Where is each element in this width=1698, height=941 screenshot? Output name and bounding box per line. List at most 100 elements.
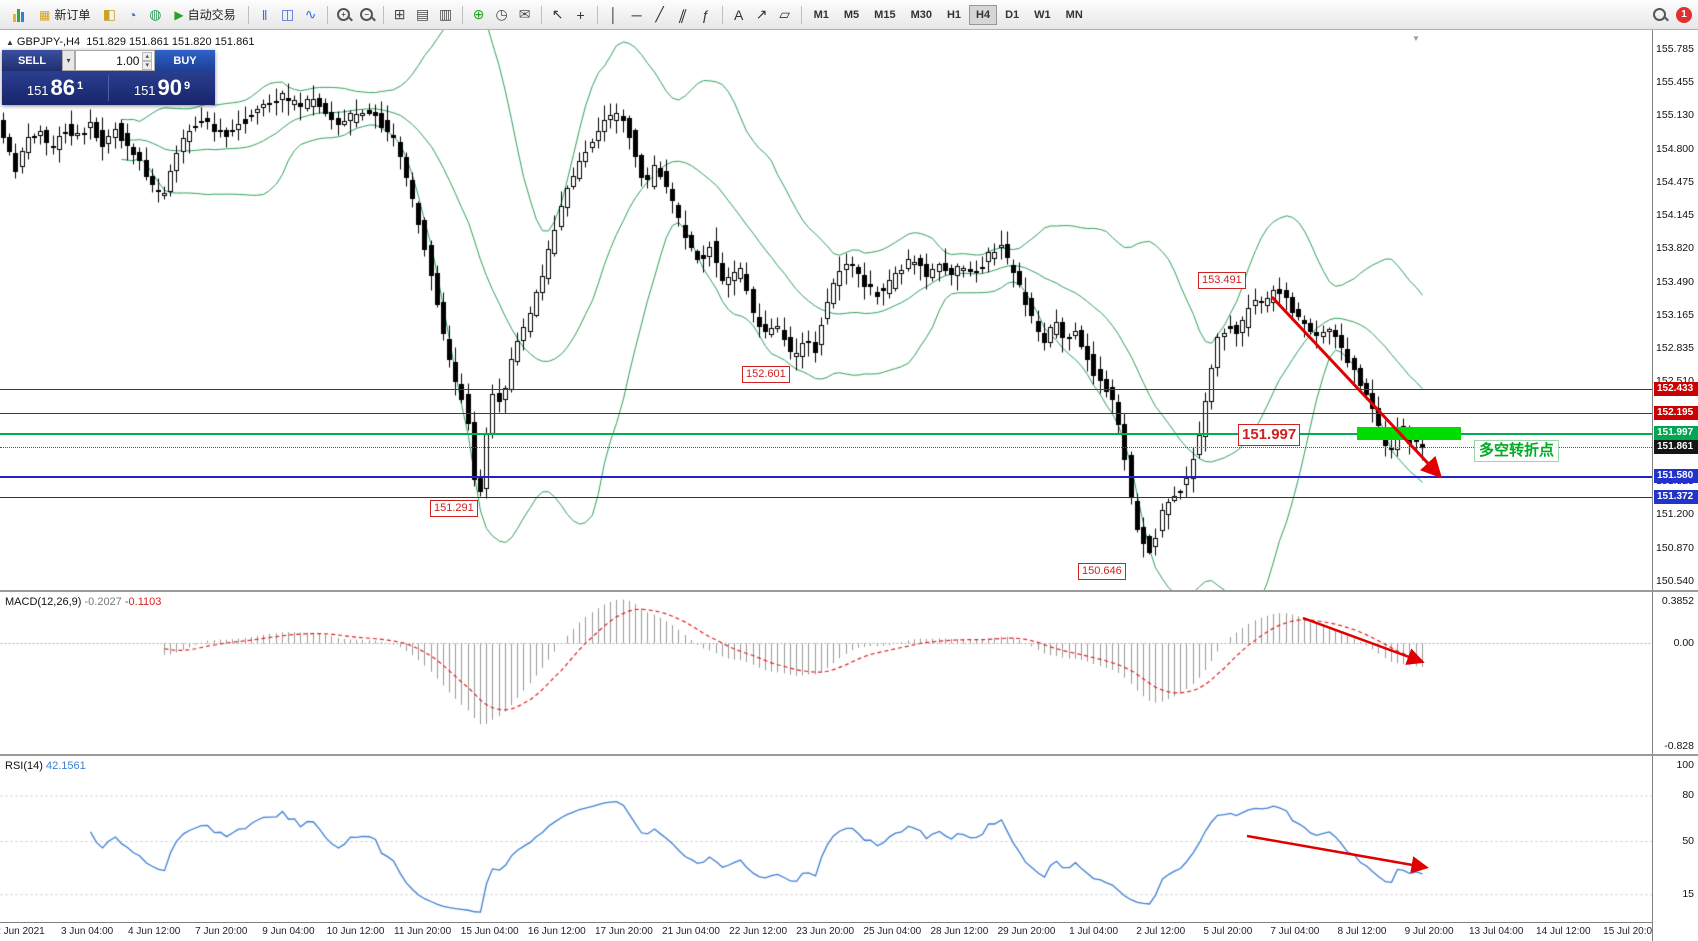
time-axis-label: 7 Jun 20:00	[195, 926, 248, 937]
timeframe-m1-button[interactable]: M1	[813, 8, 829, 21]
toolbar-separator	[382, 5, 384, 24]
vertical-line-icon[interactable]: │	[609, 6, 618, 23]
timeframe-d1-button[interactable]: D1	[1005, 8, 1020, 21]
horizontal-line-icon[interactable]: ─	[631, 6, 642, 23]
arrows-tool-icon[interactable]: ↗	[755, 6, 768, 22]
fibonacci-icon[interactable]: ƒ	[701, 6, 710, 23]
turning-point-zone[interactable]	[1357, 427, 1461, 440]
timeframe-group: M1 M5 M15 M30 H1 H4 D1 W1 MN	[807, 4, 1090, 25]
timeframe-m5-button[interactable]: M5	[843, 8, 860, 21]
trade-options-dropdown[interactable]: ▾	[62, 50, 75, 71]
hline-151.580[interactable]	[0, 476, 1652, 478]
profiles-icon[interactable]: ◧	[102, 6, 116, 22]
time-axis[interactable]: 2 Jun 2021 3 Jun 04:00 4 Jun 12:00 7 Jun 20…	[0, 922, 1658, 941]
toolbar: ▦ 新订单 ◧ ◔ ◍ ▶ 自动交易 ‖ ◫ ∿ + − ⊞ ▤ ▥ ⊕ ◷ ✉ ↖ + │ ─ ╱ ∥ ƒ A ↗ ▱ M1 M5 M1…	[0, 0, 1698, 30]
volume-increase-button[interactable]: ▴	[142, 51, 152, 61]
navigator-icon[interactable]: ◍	[149, 6, 162, 22]
timeframe-h4-button[interactable]: H4	[969, 4, 998, 25]
indicators-icon[interactable]: ⊕	[472, 6, 485, 22]
candlestick-chart-icon[interactable]: ◫	[280, 6, 295, 22]
buy-price[interactable]: 151 90 9	[109, 75, 215, 101]
sell-price-pips: 86	[50, 75, 76, 100]
timeframe-m30-button[interactable]: M30	[910, 8, 932, 21]
new-order-button[interactable]: ▦ 新订单	[32, 3, 97, 26]
time-axis-label: 21 Jun 04:00	[662, 926, 720, 937]
symbol-ohlc: 151.829 151.861 151.820 151.861	[86, 36, 255, 48]
arrange-windows-icon[interactable]: ▥	[438, 6, 453, 22]
macd-scale-label: -0.828	[1664, 740, 1694, 752]
macd-value-main: -0.2027	[84, 596, 122, 608]
shapes-icon[interactable]: ▱	[779, 6, 790, 22]
toolbar-separator	[540, 5, 542, 24]
toolbar-right-group: 1	[1648, 4, 1692, 26]
auto-trading-button-label: 自动交易	[187, 8, 236, 22]
bar-chart-icon[interactable]: ‖	[261, 6, 268, 23]
hline-152.195[interactable]	[0, 413, 1652, 414]
panel-separator[interactable]	[0, 754, 1698, 756]
notifications-icon[interactable]: 1	[1676, 6, 1692, 23]
one-click-trading-panel: SELL ▾ 1.00 ▴ ▾ BUY 151 86 1	[2, 50, 215, 105]
sell-price[interactable]: 151 86 1	[2, 75, 108, 101]
price-axis[interactable]: 155.785 155.455 155.130 154.800 154.475 154.1…	[1652, 30, 1698, 941]
zoom-out-icon[interactable]: −	[356, 4, 378, 26]
toolbar-separator	[326, 5, 328, 24]
zoom-in-icon[interactable]: +	[333, 4, 355, 26]
price-axis-label: 153.490	[1656, 275, 1694, 288]
volume-stepper: ▴ ▾	[142, 51, 152, 70]
hline-151.372[interactable]	[0, 497, 1652, 498]
market-watch-icon[interactable]: ◔	[128, 6, 137, 23]
timeframe-w1-button[interactable]: W1	[1034, 8, 1051, 21]
timeframe-h1-button[interactable]: H1	[946, 8, 962, 21]
price-axis-label: 150.870	[1656, 541, 1694, 554]
hline-151.997[interactable]	[0, 433, 1652, 435]
cascade-windows-icon[interactable]: ▤	[415, 6, 430, 22]
price-tag-151.997: 151.997	[1654, 426, 1698, 440]
panel-separator[interactable]	[0, 590, 1698, 592]
sell-button[interactable]: SELL	[2, 50, 62, 71]
volume-value: 1.00	[116, 53, 140, 68]
rsi-indicator-panel[interactable]: RSI(14) 42.1561	[0, 757, 1652, 922]
buy-button[interactable]: BUY	[155, 50, 215, 71]
search-icon[interactable]	[1648, 4, 1670, 26]
new-order-icon: ▦	[39, 7, 51, 22]
toolbar-separator	[721, 5, 723, 24]
price-axis-label: 154.145	[1656, 209, 1694, 222]
price-annotation-153.491[interactable]: 153.491	[1198, 272, 1246, 289]
candlestick-canvas[interactable]	[0, 30, 1652, 590]
rsi-value: 42.1561	[45, 760, 86, 772]
periods-icon[interactable]: ◷	[495, 6, 508, 22]
symbol-info: ▲ GBPJPY-,H4 151.829 151.861 151.820 151.…	[6, 36, 254, 48]
rsi-canvas[interactable]	[0, 757, 1652, 922]
trendline-icon[interactable]: ╱	[655, 6, 664, 22]
templates-icon[interactable]: ✉	[518, 6, 531, 22]
volume-decrease-button[interactable]: ▾	[142, 60, 152, 70]
chart-shift-marker[interactable]: ▼	[1412, 34, 1420, 43]
crosshair-icon[interactable]: +	[576, 6, 585, 23]
cursor-icon[interactable]: ↖	[551, 6, 564, 22]
line-chart-icon[interactable]: ∿	[304, 6, 317, 22]
price-axis-label: 150.540	[1656, 575, 1694, 587]
macd-canvas[interactable]	[0, 593, 1652, 754]
hline-151.861[interactable]	[0, 447, 1652, 448]
price-annotation-150.646[interactable]: 150.646	[1078, 563, 1126, 580]
timeframe-mn-button[interactable]: MN	[1065, 8, 1083, 21]
timeframe-m15-button[interactable]: M15	[874, 8, 896, 21]
text-icon[interactable]: A	[733, 6, 744, 23]
price-annotation-151.997[interactable]: 151.997	[1238, 424, 1301, 446]
macd-indicator-panel[interactable]: MACD(12,26,9) -0.2027 -0.1103	[0, 593, 1652, 754]
price-annotation-151.291[interactable]: 151.291	[430, 500, 478, 517]
hline-152.433[interactable]	[0, 389, 1652, 390]
price-axis-label: 151.200	[1656, 508, 1694, 521]
sell-price-point: 1	[77, 80, 84, 92]
price-chart-panel[interactable]: ▲ GBPJPY-,H4 151.829 151.861 151.820 151.…	[0, 30, 1652, 590]
tile-windows-icon[interactable]: ⊞	[393, 6, 406, 22]
volume-input[interactable]: 1.00 ▴ ▾	[75, 50, 155, 71]
time-axis-label: 5 Jul 20:00	[1203, 926, 1253, 937]
price-annotation-152.601[interactable]: 152.601	[742, 366, 790, 383]
toolbar-left-group: ▦ 新订单 ◧ ◔ ◍ ▶ 自动交易 ‖ ◫ ∿ + − ⊞ ▤ ▥ ⊕ ◷ ✉ ↖ + │ ─ ╱ ∥ ƒ A ↗ ▱	[6, 3, 806, 26]
auto-trading-button[interactable]: ▶ 自动交易	[167, 3, 242, 26]
price-tag-152.433: 152.433	[1654, 382, 1698, 396]
channel-icon[interactable]: ∥	[676, 6, 689, 22]
time-axis-label: 9 Jun 04:00	[262, 926, 315, 937]
turning-point-note[interactable]: 多空转折点	[1474, 440, 1560, 462]
